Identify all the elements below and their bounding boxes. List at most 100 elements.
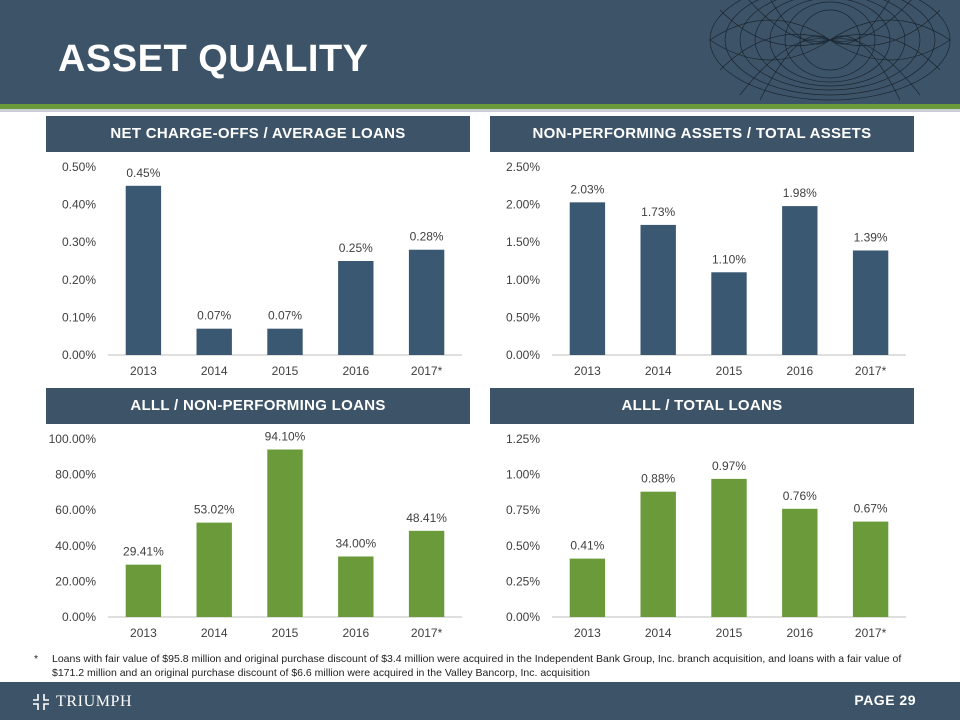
x-tick-label: 2014 — [201, 364, 228, 378]
bar-value-label: 0.45% — [126, 166, 160, 180]
page-title: ASSET QUALITY — [58, 38, 369, 80]
rosette-ornament-icon — [709, 0, 951, 101]
y-tick-label: 2.00% — [506, 198, 540, 212]
bar — [125, 185, 162, 355]
x-tick-label: 2015 — [272, 364, 299, 378]
y-tick-label: 40.00% — [55, 539, 96, 553]
chart-alll-total-loans: 0.00% 0.25% 0.50% 0.75% 1.00% 1.25% 0.41% 2013 0… — [506, 432, 906, 640]
y-tick-label: 1.25% — [506, 432, 540, 446]
footnote-marker: * — [34, 653, 39, 665]
x-tick-label: 2013 — [130, 626, 157, 640]
bar — [569, 558, 606, 617]
bar — [852, 521, 889, 617]
y-tick-label: 60.00% — [55, 503, 96, 517]
y-tick-label: 1.50% — [506, 235, 540, 249]
x-tick-label: 2016 — [786, 626, 813, 640]
bar-value-label: 0.28% — [410, 230, 444, 244]
y-tick-label: 0.25% — [506, 574, 540, 588]
x-tick-label: 2017* — [411, 364, 443, 378]
y-tick-label: 0.00% — [506, 348, 540, 362]
y-tick-label: 0.00% — [62, 610, 96, 624]
chart-title-alll-npl: ALLL / NON-PERFORMING LOANS — [46, 388, 470, 424]
header-green-rule — [0, 104, 960, 109]
bar — [267, 449, 303, 617]
bar-value-label: 0.88% — [641, 472, 675, 486]
bar — [640, 224, 676, 355]
bar-value-label: 1.73% — [641, 205, 675, 219]
bar — [640, 491, 676, 617]
bar — [782, 206, 818, 355]
bar-value-label: 29.41% — [123, 545, 164, 559]
slide-header: ASSET QUALITY — [0, 0, 960, 104]
y-tick-label: 100.00% — [49, 432, 97, 446]
x-tick-label: 2017* — [855, 626, 887, 640]
bar-value-label: 0.97% — [712, 459, 746, 473]
x-tick-label: 2016 — [786, 364, 813, 378]
y-tick-label: 1.00% — [506, 468, 540, 482]
bar-value-label: 0.67% — [854, 502, 888, 516]
y-tick-label: 0.00% — [506, 610, 540, 624]
logo-wordmark: TRIUMPH — [56, 693, 133, 710]
y-tick-label: 0.75% — [506, 503, 540, 517]
bar-value-label: 94.10% — [265, 430, 306, 444]
y-tick-label: 0.50% — [506, 539, 540, 553]
y-tick-label: 1.00% — [506, 273, 540, 287]
slide-footer: TRIUMPH PAGE 29 — [0, 682, 960, 720]
bar — [196, 328, 232, 355]
x-tick-label: 2013 — [130, 364, 157, 378]
bar — [125, 564, 162, 617]
page-number: PAGE 29 — [854, 692, 916, 708]
bar-value-label: 0.07% — [197, 309, 231, 323]
bar — [267, 328, 303, 355]
x-tick-label: 2016 — [342, 364, 369, 378]
x-tick-label: 2015 — [716, 626, 743, 640]
bar-value-label: 2.03% — [570, 182, 604, 196]
bar — [569, 202, 606, 355]
bar — [782, 508, 818, 617]
chart-title-alll-total-loans: ALLL / TOTAL LOANS — [490, 388, 914, 424]
y-tick-label: 0.20% — [62, 273, 96, 287]
chart-net-charge-offs: 0.00% 0.10% 0.20% 0.30% 0.40% 0.50% 0.45% 2013 0… — [62, 160, 462, 378]
y-tick-label: 0.50% — [62, 160, 96, 174]
bar-value-label: 0.07% — [268, 309, 302, 323]
x-tick-label: 2014 — [645, 364, 672, 378]
x-tick-label: 2013 — [574, 364, 601, 378]
bar — [196, 522, 232, 617]
y-tick-label: 0.40% — [62, 198, 96, 212]
chart-title-npa-total-assets: NON-PERFORMING ASSETS / TOTAL ASSETS — [490, 116, 914, 152]
bar-value-label: 1.39% — [854, 230, 888, 244]
footnote-text: Loans with fair value of $95.8 million a… — [52, 653, 902, 679]
bar-value-label: 48.41% — [406, 511, 447, 525]
bar-value-label: 1.10% — [712, 252, 746, 266]
y-tick-label: 0.00% — [62, 348, 96, 362]
bar — [852, 250, 889, 355]
bar — [711, 272, 747, 355]
x-tick-label: 2015 — [716, 364, 743, 378]
x-tick-label: 2014 — [201, 626, 228, 640]
x-tick-label: 2014 — [645, 626, 672, 640]
y-tick-label: 0.30% — [62, 235, 96, 249]
bar — [408, 249, 445, 355]
chart-alll-npl: 0.00% 20.00% 40.00% 60.00% 80.00% 100.00% 29.4… — [49, 430, 462, 640]
y-tick-label: 0.10% — [62, 310, 96, 324]
bar-value-label: 0.76% — [783, 489, 817, 503]
x-tick-label: 2015 — [272, 626, 299, 640]
bar-value-label: 34.00% — [335, 536, 376, 550]
triumph-logo: TRIUMPH — [32, 692, 132, 712]
bar — [338, 556, 374, 617]
y-tick-label: 0.50% — [506, 310, 540, 324]
chart-title-net-charge-offs: NET CHARGE-OFFS / AVERAGE LOANS — [46, 116, 470, 152]
x-tick-label: 2017* — [855, 364, 887, 378]
y-tick-label: 80.00% — [55, 468, 96, 482]
x-tick-label: 2016 — [342, 626, 369, 640]
y-tick-label: 2.50% — [506, 160, 540, 174]
header-gray-rule — [0, 109, 960, 112]
bar-value-label: 53.02% — [194, 503, 235, 517]
bar — [408, 530, 445, 617]
bar-value-label: 0.41% — [570, 539, 604, 553]
bar — [338, 261, 374, 355]
x-tick-label: 2017* — [411, 626, 443, 640]
triumph-cross-icon — [33, 694, 49, 710]
bar-value-label: 1.98% — [783, 186, 817, 200]
chart-npa-total-assets: 0.00% 0.50% 1.00% 1.50% 2.00% 2.50% 2.03% 2013 1… — [506, 160, 906, 378]
